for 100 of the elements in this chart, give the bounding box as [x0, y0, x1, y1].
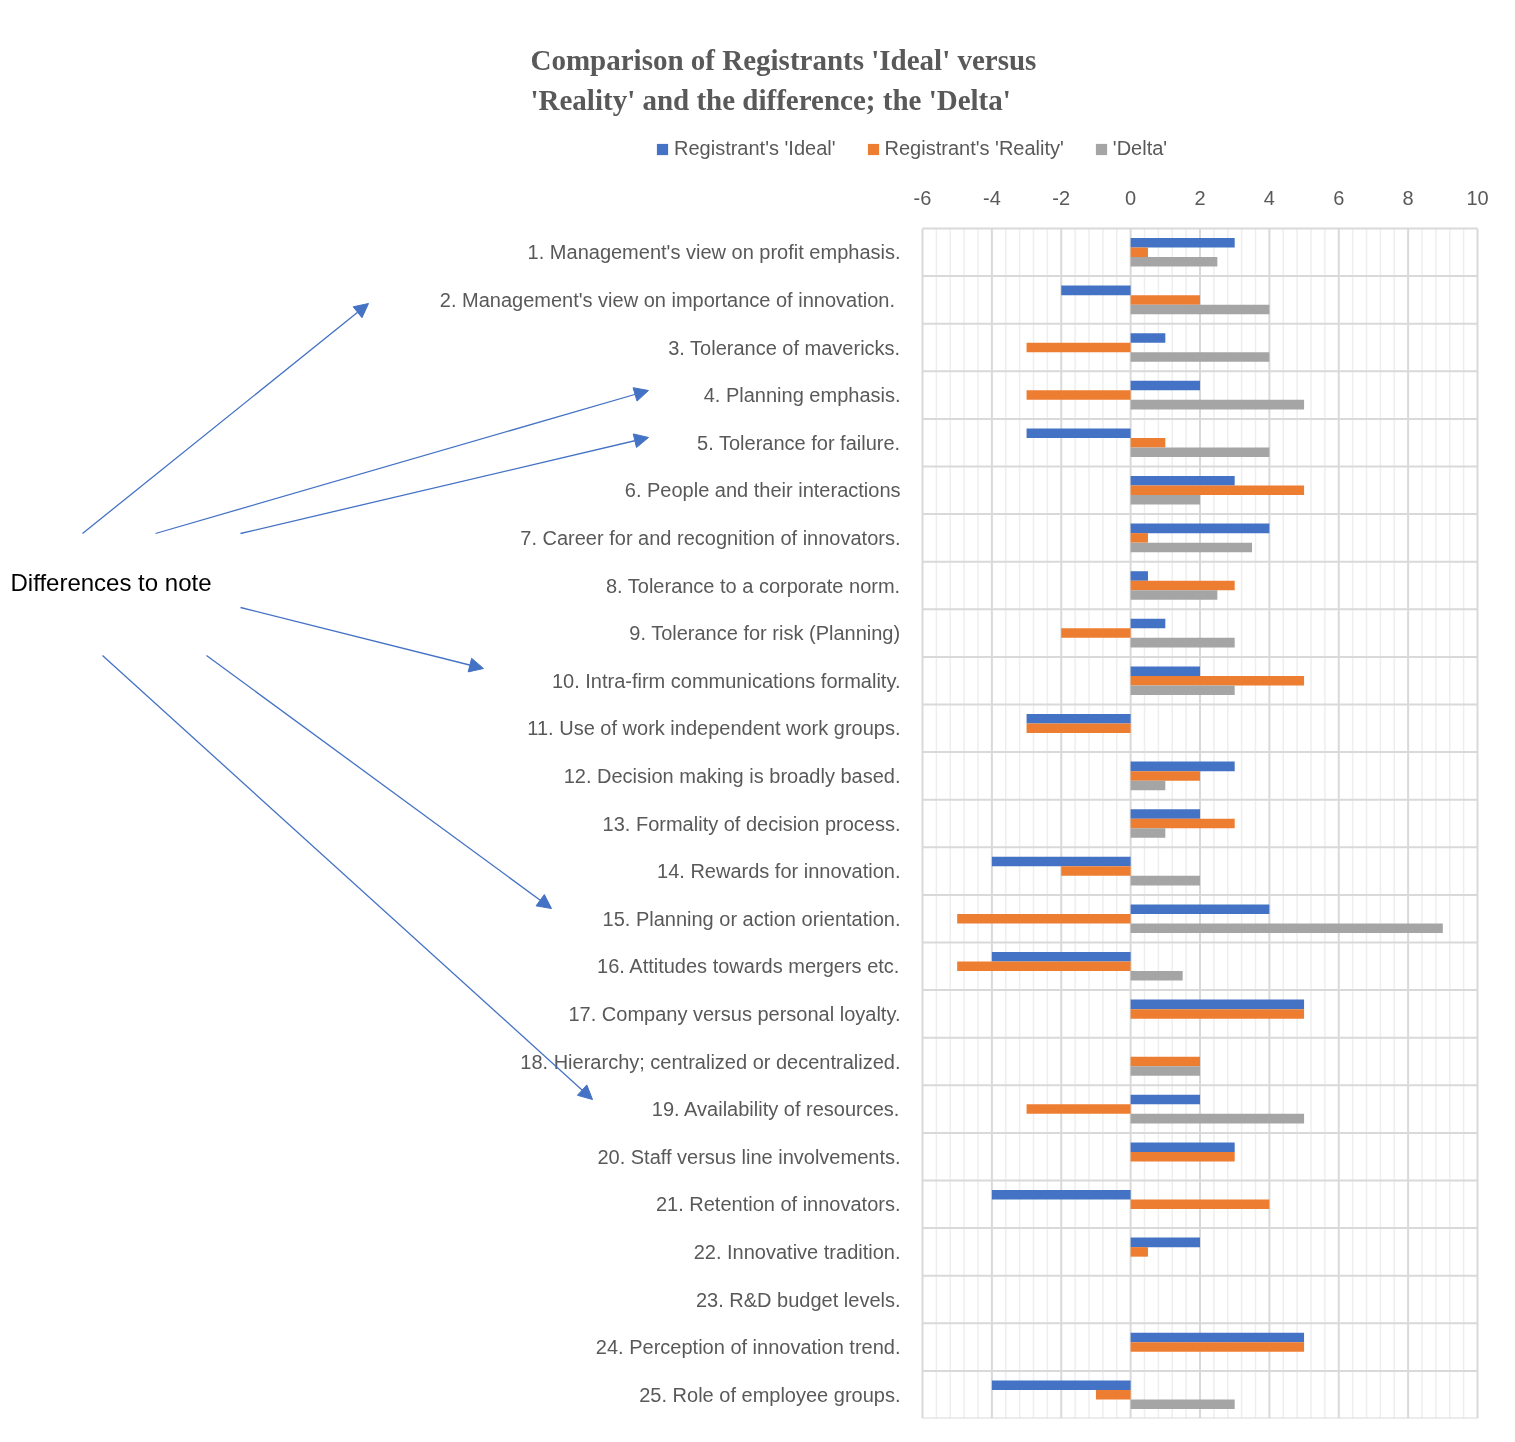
y-tick-label: 14. Rewards for innovation. [657, 860, 901, 883]
bar [1130, 875, 1200, 886]
legend-label: 'Delta' [1112, 137, 1168, 160]
bar [1130, 818, 1235, 829]
bar [1130, 295, 1200, 305]
bar [1130, 352, 1270, 362]
bar [1061, 285, 1131, 296]
y-tick-label: 16. Attitudes towards mergers etc. [597, 955, 900, 978]
bar [991, 1380, 1131, 1390]
bar [1130, 1056, 1200, 1067]
y-tick-label: 8. Tolerance to a corporate norm. [605, 574, 901, 597]
bar [1130, 437, 1166, 448]
x-tick-label: 6 [1333, 186, 1345, 209]
bar [1130, 333, 1166, 343]
bar [1130, 618, 1166, 629]
bar [1130, 533, 1148, 543]
bar [1130, 809, 1200, 819]
legend-label: Registrant's 'Reality' [884, 137, 1064, 160]
bar [1130, 485, 1305, 496]
y-tick-label: 1. Management's view on profit emphasis. [527, 241, 901, 264]
bar [1130, 971, 1183, 981]
bar [1130, 447, 1270, 457]
bar [1061, 628, 1131, 638]
bar [1130, 304, 1270, 315]
bar [991, 856, 1131, 867]
y-tick-label: 23. R&D budget levels. [695, 1288, 901, 1311]
bar [1130, 1237, 1200, 1248]
y-tick-label: 5. Tolerance for failure. [697, 431, 901, 454]
bar [1130, 1151, 1235, 1162]
bar [1130, 771, 1200, 781]
y-tick-label: 17. Company versus personal loyalty. [568, 1002, 901, 1025]
y-tick-label: 25. Role of employee groups. [639, 1383, 901, 1406]
bar [1026, 390, 1131, 400]
y-tick-label: 6. People and their interactions [624, 479, 901, 502]
bar [1130, 238, 1235, 248]
bar [1130, 923, 1443, 933]
bar [1130, 780, 1166, 791]
y-tick-label: 12. Decision making is broadly based. [563, 764, 901, 787]
x-tick-label: -2 [1052, 186, 1071, 209]
bar [991, 1190, 1131, 1200]
y-tick-label: 11. Use of work independent work groups. [527, 717, 901, 740]
y-tick-label: 3. Tolerance of mavericks. [668, 336, 901, 359]
y-tick-label: 10. Intra-firm communications formality. [551, 669, 901, 692]
bar [1026, 723, 1131, 734]
bar [1130, 999, 1305, 1010]
y-tick-label: 2. Management's view on importance of innovation. [439, 288, 895, 311]
x-tick-label: 0 [1125, 186, 1137, 209]
bar [1130, 399, 1305, 410]
x-tick-label: 2 [1194, 186, 1206, 209]
x-tick-label: -4 [982, 186, 1001, 209]
bar [1130, 523, 1270, 534]
bar [1026, 342, 1131, 353]
bar [1026, 428, 1131, 438]
bar [991, 952, 1131, 962]
bar [1130, 247, 1148, 258]
y-tick-label: 19. Availability of resources. [651, 1098, 900, 1121]
bar [1130, 1342, 1305, 1352]
bar [1130, 1113, 1305, 1124]
bar [957, 913, 1131, 924]
y-tick-label: 18. Hierarchy; centralized or decentralized. [520, 1050, 901, 1073]
y-tick-label: 21. Retention of innovators. [655, 1193, 901, 1216]
y-tick-label: 9. Tolerance for risk (Planning) [629, 622, 901, 645]
y-tick-label: 7. Career for and recognition of innovators. [520, 526, 901, 549]
y-tick-label: 15. Planning or action orientation. [602, 907, 901, 930]
x-tick-label: 10 [1466, 186, 1489, 209]
bar [1130, 495, 1200, 505]
bar [1130, 666, 1200, 676]
x-tick-label: 4 [1263, 186, 1275, 209]
bar [1130, 476, 1235, 486]
bar [1130, 257, 1218, 267]
bar [1130, 1066, 1200, 1076]
bar [1130, 1009, 1305, 1019]
y-tick-label: 20. Staff versus line involvements. [597, 1145, 901, 1168]
bar [1061, 866, 1131, 876]
bar [1130, 761, 1235, 772]
text: Differences to note [10, 569, 212, 596]
chart-title: Comparison of Registrants 'Ideal' versus 'Reality' and the difference; the 'Delta' [530, 43, 1037, 116]
bar [1130, 904, 1270, 914]
bar [1026, 1104, 1131, 1114]
y-tick-label: 22. Innovative tradition. [693, 1240, 901, 1263]
bar [1130, 590, 1218, 600]
bar [1026, 714, 1131, 724]
y-tick-label: 4. Planning emphasis. [703, 384, 901, 407]
bar [1130, 1332, 1305, 1343]
x-tick-label: 8 [1402, 186, 1414, 209]
bar [957, 961, 1131, 972]
bar [1130, 1094, 1200, 1105]
bar [1130, 571, 1148, 581]
y-tick-label: 24. Perception of innovation trend. [595, 1336, 901, 1359]
y-tick-label: 13. Formality of decision process. [602, 812, 901, 835]
bar [1130, 1142, 1235, 1152]
bar [1130, 685, 1235, 695]
x-tick-label: -6 [913, 186, 932, 209]
bar [1130, 1199, 1270, 1210]
bar [1130, 1247, 1148, 1257]
bar [1130, 580, 1235, 591]
legend-label: Registrant's 'Ideal' [674, 137, 836, 160]
bar [1130, 675, 1305, 686]
bar [1130, 828, 1166, 838]
bar [1130, 542, 1253, 553]
